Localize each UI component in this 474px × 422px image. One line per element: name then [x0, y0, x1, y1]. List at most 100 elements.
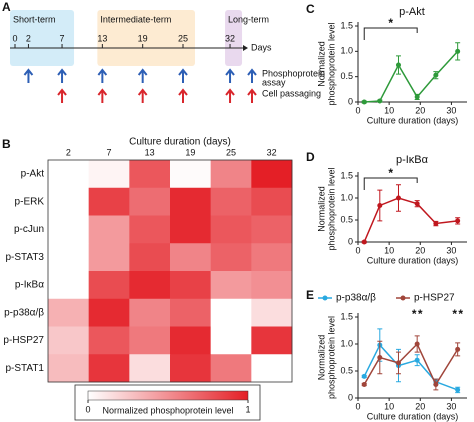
heatmap-cell [88, 326, 130, 355]
x-tick-label: 20 [415, 401, 425, 411]
heatmap-cell [170, 243, 211, 272]
tick-label: 0 [12, 33, 17, 43]
heatmap-cell [129, 271, 171, 300]
heatmap-border [47, 159, 293, 383]
heatmap-cell [170, 271, 211, 300]
phase-box [97, 10, 195, 66]
event-arrow-head [97, 68, 108, 76]
legend-marker [400, 295, 406, 301]
data-point [455, 346, 461, 352]
legend-label: p-HSP27 [414, 293, 455, 304]
data-point [433, 72, 439, 78]
row-label: p-IκBα [15, 280, 44, 291]
panel-label: E [306, 288, 314, 302]
data-point [414, 94, 420, 100]
significance: * [452, 307, 457, 321]
x-tick-label: 30 [446, 401, 456, 411]
event-arrow-head [137, 88, 148, 96]
data-point [414, 357, 420, 363]
heatmap-cell [129, 298, 171, 327]
panel-label: C [306, 2, 315, 16]
row-label: p-Akt [21, 169, 45, 180]
y-axis-label: Normalized [316, 335, 326, 381]
data-point [377, 202, 383, 208]
column-label: 32 [267, 147, 277, 157]
colorbar-label: Normalized phosphoprotein level [102, 405, 233, 415]
phase-box [225, 10, 243, 66]
x-tick-label: 10 [384, 105, 394, 115]
y-axis-label: Normalized [316, 186, 326, 232]
phase-box [10, 10, 75, 66]
column-label: 19 [185, 147, 195, 157]
heatmap-cell [88, 298, 130, 327]
data-point [414, 341, 420, 347]
series-line [363, 197, 458, 243]
event-arrow-head [23, 68, 34, 76]
heatmap-cell [251, 160, 293, 189]
colorbar-tick-label: 0 [85, 404, 90, 414]
x-tick-label: 0 [355, 245, 360, 255]
series-line [363, 343, 458, 391]
y-axis-label: phosphoprotein level [326, 316, 336, 399]
heatmap-cell [88, 215, 130, 244]
significance: * [388, 16, 393, 30]
x-tick-label: 10 [384, 245, 394, 255]
colorbar-tick-label: 1 [245, 404, 250, 414]
heatmap-cell [88, 354, 130, 383]
heatmap-cell [48, 187, 89, 216]
colorbar-frame [74, 384, 261, 421]
tick-label: 13 [97, 33, 107, 43]
tick-label: 19 [138, 33, 148, 43]
heatmap-cell [170, 187, 211, 216]
legend-label: Cell passaging [262, 88, 321, 98]
column-label: 25 [226, 147, 236, 157]
heatmap-cell [129, 354, 171, 383]
heatmap-cell [88, 187, 130, 216]
y-tick-label: 0.5 [340, 365, 353, 375]
y-tick-label: 0.5 [340, 71, 353, 81]
panel-label: D [306, 150, 315, 164]
y-tick-label: 0 [348, 236, 353, 246]
heatmap-cell [129, 160, 171, 189]
tick-label: 25 [178, 33, 188, 43]
y-tick-label: 1.0 [340, 46, 353, 56]
heatmap-cell [129, 243, 171, 272]
legend-label: Phosphoprotein [262, 68, 325, 78]
data-point [377, 98, 383, 104]
heatmap-cell [129, 215, 171, 244]
heatmap-cell [210, 354, 252, 383]
phase-name: Intermediate-term [100, 14, 171, 24]
heatmap-cell [251, 354, 293, 383]
heatmap-cell [251, 271, 293, 300]
heatmap-cell [251, 215, 293, 244]
event-arrow-head [57, 68, 67, 76]
heatmap-cell [48, 326, 89, 355]
row-label: p-cJun [14, 224, 44, 235]
x-tick-label: 0 [355, 401, 360, 411]
heatmap-cell [48, 298, 89, 327]
heatmap-cell [251, 187, 293, 216]
significance-bracket [363, 177, 418, 190]
y-tick-label: 0.5 [340, 214, 353, 224]
heatmap-cell [170, 215, 211, 244]
column-label: 2 [66, 147, 71, 157]
significance-bracket [363, 27, 418, 40]
heatmap-cell [48, 215, 89, 244]
significance: * [458, 307, 463, 321]
data-point [455, 218, 461, 224]
heatmap-cell [129, 326, 171, 355]
chart-title: p-Akt [399, 6, 425, 18]
data-point [433, 221, 439, 227]
y-tick-label: 1.5 [340, 311, 353, 321]
x-tick-label: 30 [446, 245, 456, 255]
row-label: p-STAT1 [5, 363, 44, 374]
chart-title: p-IκBα [396, 154, 429, 166]
event-arrow-head [178, 88, 188, 96]
x-tick-label: 30 [446, 105, 456, 115]
event-arrow-head [225, 88, 235, 96]
x-axis-label: Culture duration (days) [367, 255, 459, 265]
heatmap-cell [88, 160, 130, 189]
x-tick-label: 0 [355, 105, 360, 115]
series-line [364, 50, 459, 103]
